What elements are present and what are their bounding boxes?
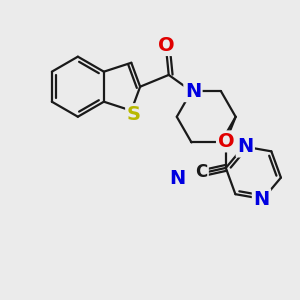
Text: N: N [237,137,253,156]
Text: S: S [127,105,141,124]
Text: C: C [195,163,208,181]
Text: N: N [185,82,201,101]
Text: O: O [158,35,174,55]
Text: N: N [169,169,186,188]
Text: N: N [253,190,270,208]
Text: O: O [218,132,234,151]
